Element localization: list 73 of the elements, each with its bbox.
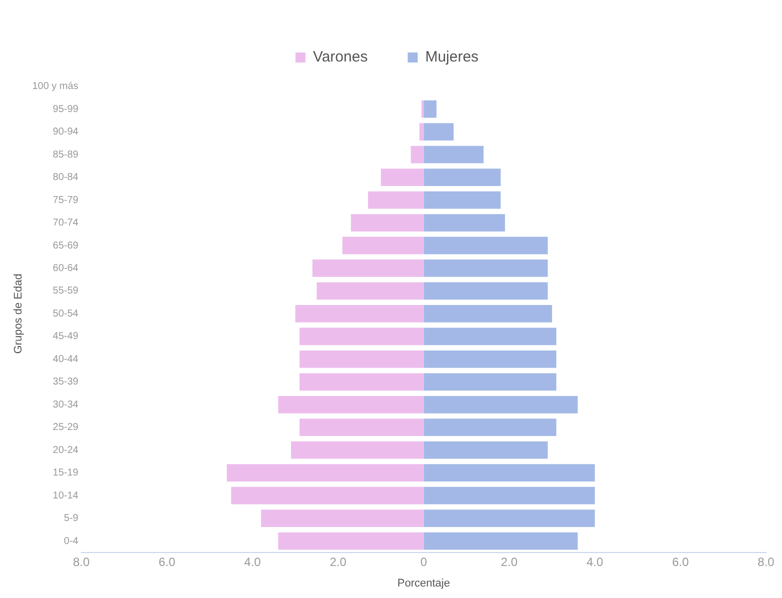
- bar: [424, 418, 556, 436]
- bar: [410, 146, 424, 164]
- y-tick-label: 10-14: [52, 490, 79, 502]
- y-tick-label: 15-19: [52, 468, 79, 479]
- bar: [261, 510, 424, 527]
- x-tick-label: 6.0: [158, 554, 176, 569]
- bar: [231, 486, 424, 504]
- x-tick-label: 6.0: [672, 554, 690, 569]
- y-tick-label: 5-9: [64, 513, 79, 524]
- bar: [300, 328, 424, 346]
- bar: [278, 532, 424, 550]
- y-tick-label: 75-79: [52, 194, 79, 206]
- bar: [424, 260, 548, 277]
- bar: [295, 305, 424, 322]
- y-tick-label: 85-89: [52, 149, 79, 160]
- bar: [424, 510, 595, 527]
- bar: [424, 123, 454, 141]
- bar: [424, 146, 484, 164]
- bar: [291, 441, 424, 459]
- y-tick-label: 100 y más: [32, 81, 78, 92]
- bar: [424, 168, 501, 186]
- bar: [342, 236, 424, 254]
- x-tick-label: 4.0: [586, 554, 604, 569]
- bar: [424, 236, 548, 254]
- y-tick-label: 25-29: [52, 422, 79, 434]
- x-tick-label: 2.0: [330, 554, 347, 569]
- bar: [424, 328, 556, 346]
- y-tick-label: 40-44: [52, 354, 79, 365]
- y-tick-label: 45-49: [52, 331, 79, 342]
- bar: [312, 260, 424, 277]
- x-tick-label: 8.0: [758, 554, 775, 569]
- legend-label: Mujeres: [425, 48, 479, 66]
- y-axis-title: Grupos de Edad: [12, 274, 25, 354]
- bar: [368, 191, 424, 209]
- y-tick-label: 55-59: [52, 286, 79, 297]
- y-tick-label: 20-24: [52, 444, 79, 456]
- y-tick-label: 30-34: [52, 399, 79, 410]
- y-tick-label: 95-99: [52, 104, 79, 115]
- y-tick-label: 35-39: [52, 376, 79, 388]
- bar: [316, 282, 424, 300]
- bar: [424, 282, 548, 300]
- y-tick-label: 0-4: [64, 536, 79, 547]
- y-tick-label: 80-84: [52, 172, 79, 184]
- bar: [380, 168, 424, 186]
- x-tick-label: 8.0: [72, 554, 90, 569]
- bar: [424, 373, 556, 391]
- y-tick-label: 50-54: [52, 308, 79, 320]
- bar: [424, 486, 595, 504]
- x-tick-label: 2.0: [500, 554, 518, 569]
- bar: [424, 214, 505, 232]
- bar: [424, 191, 501, 209]
- x-tick-label: 0: [420, 554, 428, 569]
- bar: [226, 464, 424, 482]
- bar: [424, 100, 437, 118]
- y-tick-label: 65-69: [52, 240, 79, 252]
- bar: [300, 373, 424, 391]
- y-tick-label: 70-74: [52, 218, 79, 229]
- bar: [424, 441, 548, 459]
- bar: [419, 123, 424, 141]
- x-tick-label: 4.0: [244, 554, 262, 569]
- y-tick-label: 60-64: [52, 262, 79, 274]
- bar: [424, 464, 595, 482]
- bar: [300, 350, 424, 368]
- bar: [350, 214, 424, 232]
- x-axis-title: Porcentaje: [397, 577, 450, 590]
- bar: [278, 396, 424, 414]
- bar: [300, 418, 424, 436]
- bar: [424, 532, 578, 550]
- bar: [424, 396, 578, 414]
- legend-label: Varones: [312, 48, 368, 66]
- y-tick-label: 90-94: [52, 126, 79, 138]
- bar: [424, 305, 552, 322]
- bar: [424, 350, 556, 368]
